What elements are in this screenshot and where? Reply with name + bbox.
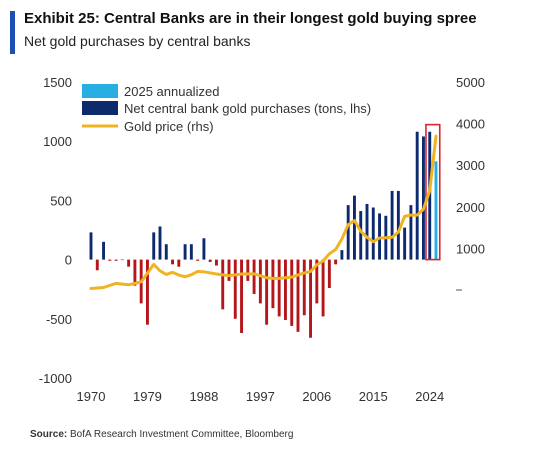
bar-1972 — [102, 241, 105, 260]
y-left-tick-label: -1000 — [39, 371, 72, 386]
bar-1988 — [202, 238, 206, 260]
x-tick-label: 2015 — [359, 389, 388, 404]
x-axis: 1970 1979 1988 1997 2006 2015 2024 — [77, 389, 445, 404]
bar-2022 — [415, 131, 419, 260]
bar-2009 — [334, 259, 338, 265]
y-left-tick-label: 500 — [50, 193, 72, 208]
bar-1989 — [208, 259, 212, 262]
bar-2020 — [403, 227, 407, 260]
chart-title: Exhibit 25: Central Banks are in their l… — [24, 10, 477, 27]
bar-2003 — [296, 259, 300, 332]
bar-1985 — [183, 244, 187, 260]
bar-1976 — [127, 259, 131, 267]
bar-2019 — [396, 190, 400, 260]
legend-swatch-net-purchases — [82, 101, 118, 115]
bar-1996 — [252, 259, 256, 294]
source-note: Source: BofA Research Investment Committ… — [30, 429, 293, 440]
bar-1984 — [177, 259, 181, 267]
bar-2018 — [390, 190, 394, 260]
legend-swatch-2025-annualized — [82, 84, 118, 98]
bar-2001 — [284, 259, 287, 320]
source-label: Source: — [30, 429, 68, 440]
legend-label-net-purchases: Net central bank gold purchases (tons, l… — [124, 101, 371, 116]
source-text: BofA Research Investment Committee, Bloo… — [70, 429, 294, 440]
bar-1987 — [196, 259, 200, 261]
bar-1990 — [215, 259, 218, 266]
bar-2004 — [302, 259, 306, 316]
bar-1997 — [258, 259, 262, 304]
x-tick-label: 1970 — [77, 389, 106, 404]
x-tick-label: 1988 — [189, 389, 218, 404]
bar-2014 — [365, 203, 369, 260]
bar-2025-annualized — [434, 161, 438, 260]
chart-subtitle: Net gold purchases by central banks — [24, 33, 251, 49]
bar-2008 — [327, 259, 331, 289]
bar-2000 — [277, 259, 281, 317]
bar-1977 — [133, 259, 137, 286]
bar-1995 — [246, 259, 250, 281]
bar-2011 — [346, 205, 350, 260]
bar-2021 — [409, 205, 413, 260]
legend-label-2025-annualized: 2025 annualized — [124, 84, 219, 99]
bar-2015 — [371, 207, 375, 260]
bar-1992 — [227, 259, 231, 281]
gold-price-line — [89, 134, 438, 290]
y-right-tick-label: 1000 — [456, 241, 485, 256]
x-tick-label: 1997 — [246, 389, 275, 404]
bar-1981 — [158, 226, 162, 260]
bar-1974 — [114, 259, 118, 261]
bar-1991 — [221, 259, 225, 310]
legend: 2025 annualized Net central bank gold pu… — [82, 84, 371, 134]
bar-2012 — [353, 195, 356, 260]
bar-1979 — [146, 259, 149, 325]
title-accent-bar — [10, 11, 15, 54]
bar-1973 — [108, 259, 112, 261]
bar-2010 — [340, 250, 344, 260]
y-right-tick-label: 3000 — [456, 158, 485, 173]
y-left-tick-label: 0 — [65, 253, 72, 268]
bar-1999 — [271, 259, 275, 309]
bar-1994 — [240, 259, 243, 334]
bar-1993 — [233, 259, 237, 319]
bar-2006 — [315, 259, 319, 304]
y-right-tick-label: 5000 — [456, 75, 485, 90]
bar-2007 — [321, 259, 325, 317]
bar-2002 — [290, 259, 294, 326]
x-tick-label: 2024 — [415, 389, 444, 404]
bar-2024 — [428, 131, 432, 260]
y-right-tick-label: 2000 — [456, 200, 485, 215]
bars-layer — [89, 123, 441, 338]
y-left-tick-label: 1500 — [43, 75, 72, 90]
highlight-box-2024-2025 — [425, 123, 441, 261]
bar-1983 — [171, 259, 174, 265]
bar-1982 — [164, 244, 168, 260]
y-axis-right: 5000 4000 3000 2000 1000 — [456, 75, 485, 291]
bar-1998 — [265, 259, 269, 325]
bar-1986 — [189, 244, 193, 260]
bar-2005 — [309, 259, 312, 338]
y-axis-left: 1500 1000 500 0 -500 -1000 — [39, 75, 72, 386]
bar-2013 — [359, 211, 363, 260]
bar-1980 — [152, 232, 156, 260]
legend-label-gold-price: Gold price (rhs) — [124, 119, 214, 134]
y-left-tick-label: 1000 — [43, 134, 72, 149]
bar-2023 — [422, 136, 425, 260]
x-tick-label: 2006 — [302, 389, 331, 404]
y-right-tick-label: 4000 — [456, 117, 485, 132]
bar-1970 — [89, 232, 93, 260]
y-left-tick-label: -500 — [46, 312, 72, 327]
x-tick-label: 1979 — [133, 389, 162, 404]
bar-1975 — [120, 259, 124, 261]
bar-1971 — [95, 259, 99, 271]
